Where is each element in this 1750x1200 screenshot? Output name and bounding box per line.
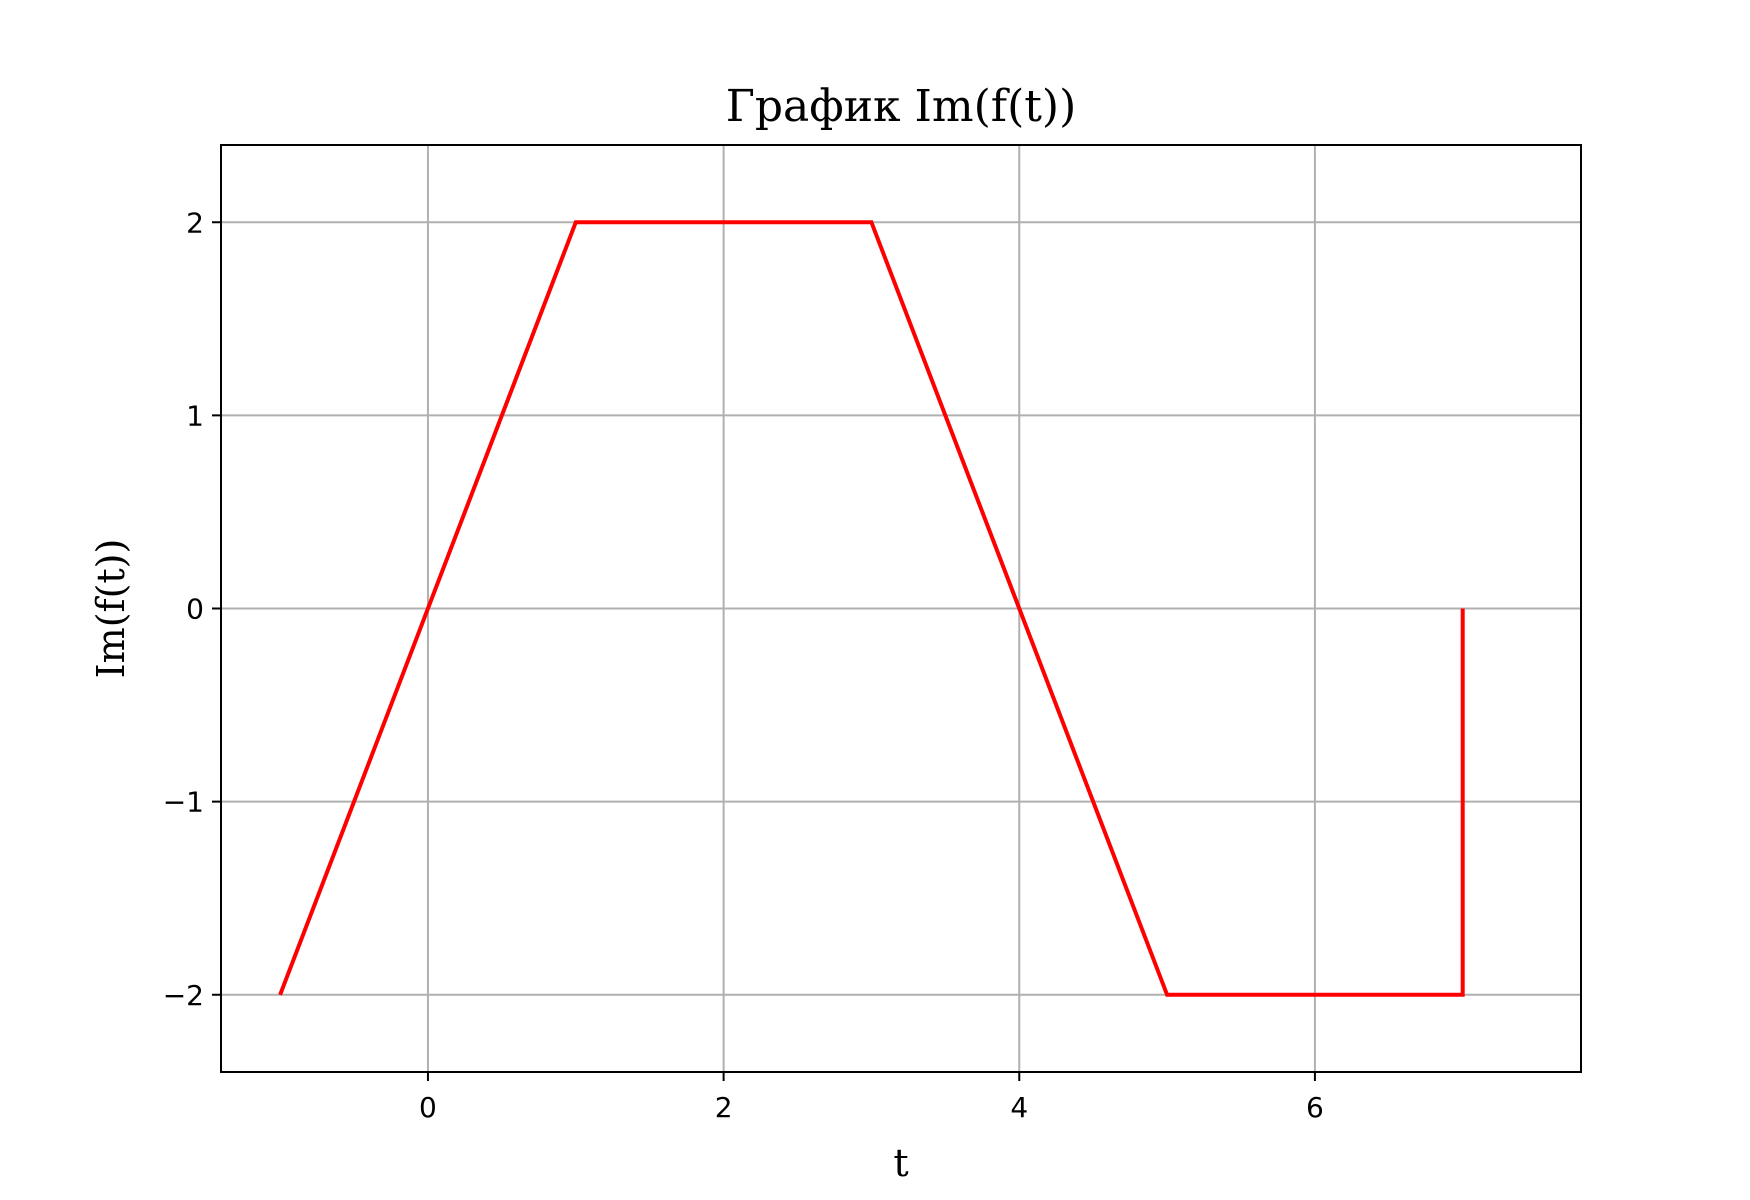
y-tick-label: −2 <box>163 979 204 1012</box>
y-tick-label: 1 <box>186 399 204 432</box>
chart-title: График Im(f(t)) <box>726 81 1077 132</box>
y-tick-label: 0 <box>186 593 204 626</box>
x-axis-label: t <box>893 1141 908 1185</box>
y-axis-label: Im(f(t)) <box>89 539 133 679</box>
y-tick-label: −1 <box>163 786 204 819</box>
x-tick-label: 0 <box>419 1091 437 1124</box>
y-tick-label: 2 <box>186 206 204 239</box>
x-tick-label: 4 <box>1010 1091 1028 1124</box>
series-line <box>278 220 1465 997</box>
tick-layer: 0 2 4 6 −2 −1 0 1 2 <box>163 206 1324 1124</box>
x-tick-label: 6 <box>1306 1091 1324 1124</box>
series-layer <box>278 220 1465 997</box>
x-tick-label: 2 <box>715 1091 733 1124</box>
grid-layer <box>221 145 1581 1072</box>
